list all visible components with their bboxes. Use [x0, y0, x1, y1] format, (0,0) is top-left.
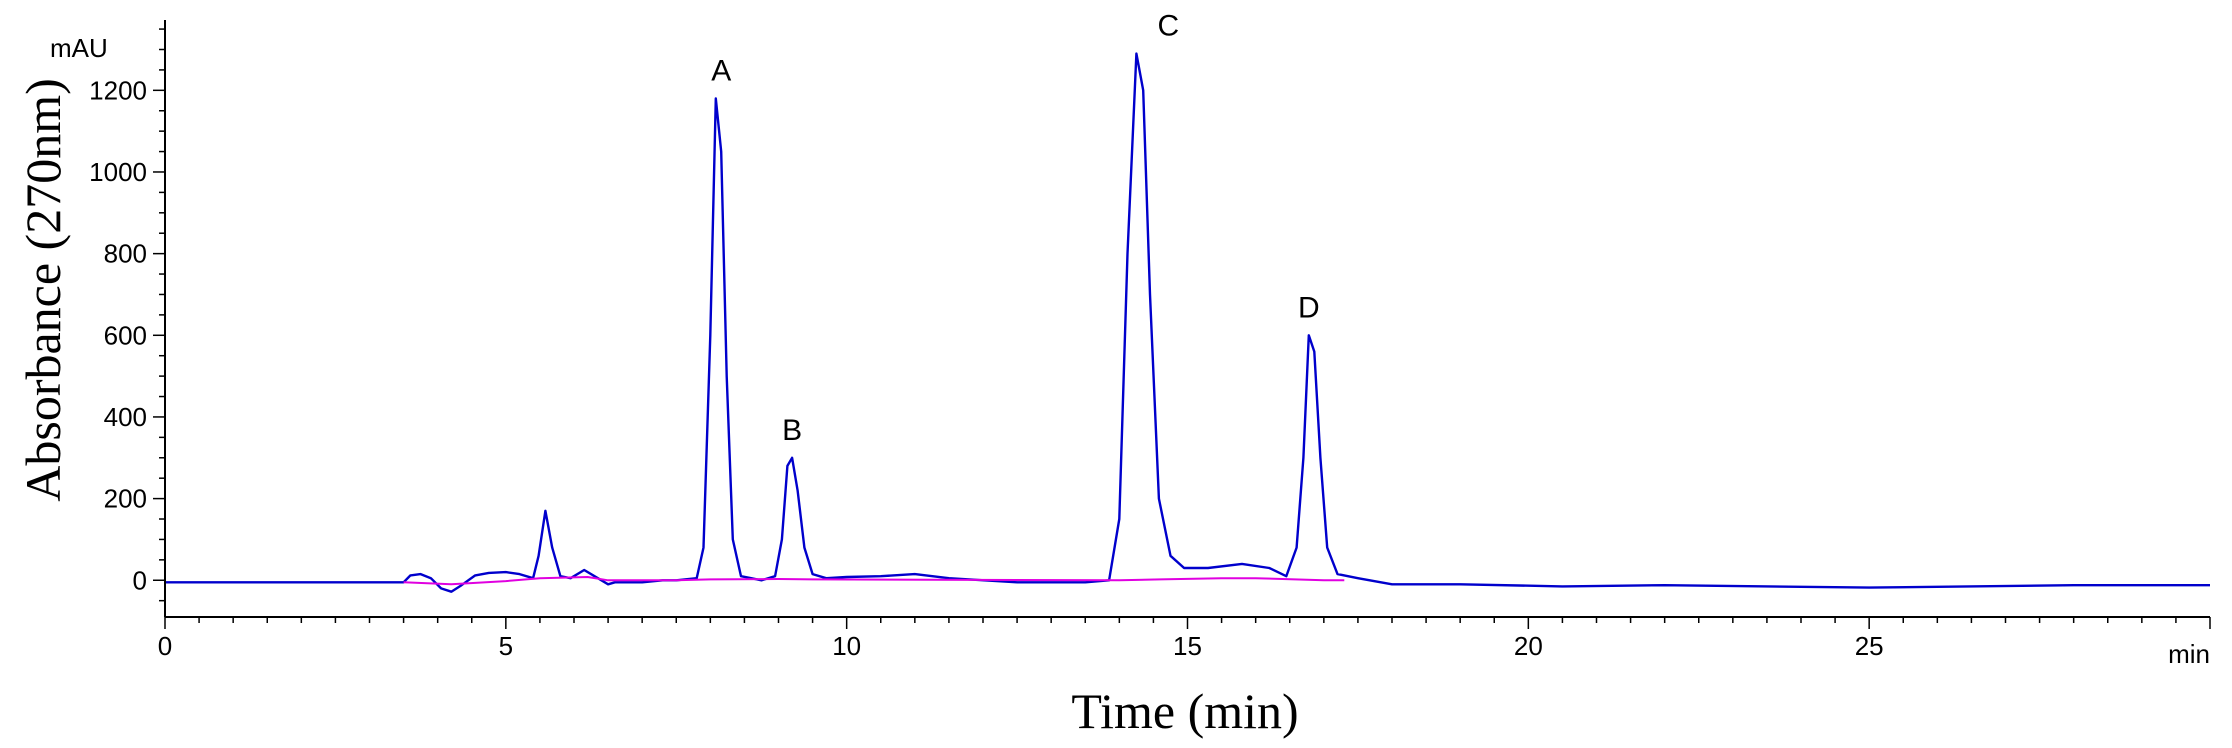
y-tick-label: 400	[104, 402, 147, 432]
signal-trace-line	[165, 52, 2210, 593]
y-tick-label: 1000	[89, 157, 147, 187]
x-tick-label: 20	[1514, 631, 1543, 661]
y-tick-label: 600	[104, 320, 147, 350]
peak-label-c: C	[1158, 10, 1180, 43]
y-tick-label: 800	[104, 239, 147, 269]
y-tick-label: 1200	[89, 75, 147, 105]
baseline-trace-line	[403, 576, 1345, 586]
labels-layer: 0 200 400 600 800 1000 1200 0 5 10 15 20 25 A B C D	[89, 10, 1883, 661]
peak-label-b: B	[782, 414, 802, 447]
x-tick-label: 25	[1855, 631, 1884, 661]
peak-label-a: A	[711, 54, 731, 87]
series-layer	[165, 52, 2210, 593]
y-axis-title: Absorbance (270nm)	[15, 78, 71, 502]
x-tick-label: 0	[158, 631, 172, 661]
x-axis-title: Time (min)	[1071, 683, 1298, 739]
x-tick-label: 10	[832, 631, 861, 661]
y-tick-label: 0	[133, 565, 147, 595]
x-tick-label: 5	[499, 631, 513, 661]
axes-layer	[153, 20, 2211, 629]
y-unit-label: mAU	[50, 33, 108, 63]
peak-label-d: D	[1298, 291, 1320, 324]
x-tick-label: 15	[1173, 631, 1202, 661]
y-tick-label: 200	[104, 484, 147, 514]
x-unit-label: min	[2168, 639, 2210, 669]
